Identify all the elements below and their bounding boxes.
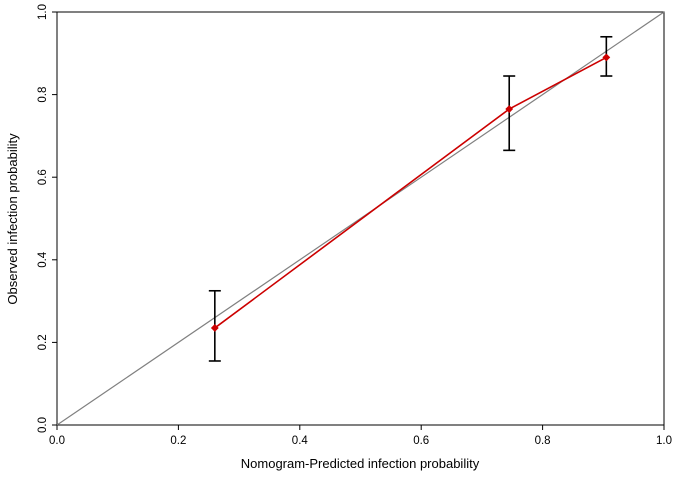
x-axis-title: Nomogram-Predicted infection probability <box>241 456 480 471</box>
data-point-marker <box>505 105 514 113</box>
y-tick-label: 0.4 <box>37 251 49 268</box>
y-tick-label: 0.0 <box>37 417 49 433</box>
data-point-marker <box>210 324 219 332</box>
y-tick-label: 0.6 <box>37 169 49 185</box>
y-axis-title: Observed infection probability <box>5 133 20 305</box>
y-tick-label: 0.2 <box>37 334 49 350</box>
x-tick-label: 1.0 <box>656 435 672 447</box>
plot-layer: 0.0 0.2 0.4 0.6 0.8 1.0 0.0 0.2 0.4 0.6 0.8 1.0 <box>37 4 672 447</box>
data-point-marker <box>602 53 611 62</box>
x-tick-label: 0.8 <box>535 435 551 447</box>
y-tick-label: 0.8 <box>37 87 49 103</box>
x-tick-label: 0.2 <box>170 435 186 447</box>
x-tick-label: 0.0 <box>49 435 65 447</box>
x-tick-label: 0.4 <box>292 435 309 447</box>
x-tick-label: 0.6 <box>413 435 429 447</box>
y-tick-label: 1.0 <box>37 4 49 20</box>
